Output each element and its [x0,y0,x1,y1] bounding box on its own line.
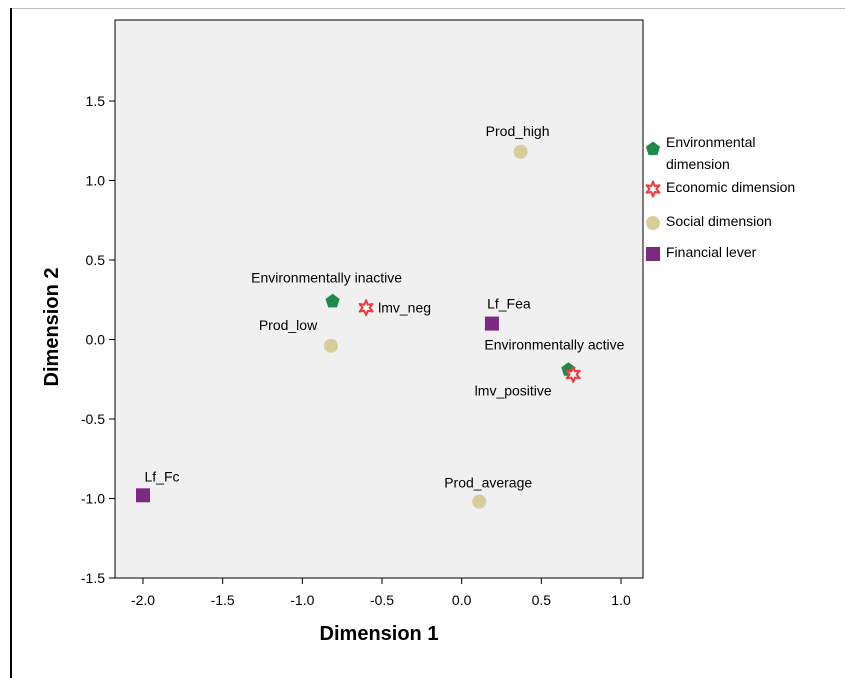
x-tick-label: -2.0 [131,592,155,608]
x-axis: -2.0 -1.5 -1.0 -0.5 0.0 0.5 1.0 [131,578,631,608]
x-tick-label: 1.0 [611,592,631,608]
y-tick-label: 1.0 [86,173,106,189]
point-label: lmv_positive [475,383,552,399]
point-label: Environmentally inactive [251,269,402,285]
x-tick-label: -0.5 [370,592,394,608]
legend-marker [645,141,661,156]
point-label: Prod_average [444,475,532,491]
legend: Environmental dimension Economic dimension… [645,134,795,261]
point-label: Environmentally active [484,337,624,353]
data-points: Environmentally inactive Environmentally … [136,123,625,509]
data-point [324,338,339,353]
y-tick-label: -1.0 [81,491,105,507]
y-tick-label: 1.5 [86,93,106,109]
frame-top-border [10,8,845,9]
x-tick-label: -1.0 [290,592,314,608]
data-point [358,299,374,317]
point-label: Lf_Fea [487,296,531,312]
y-tick-label: -0.5 [81,411,105,427]
x-tick-label: 0.5 [532,592,552,608]
legend-marker [645,180,661,198]
point-label: Prod_low [259,317,318,333]
y-tick-label: 0.0 [86,332,106,348]
data-point [513,144,528,159]
data-point [136,488,150,503]
legend-entry-label: Environmental [666,134,756,150]
y-tick-label: 0.5 [86,252,106,268]
data-point [565,366,581,383]
data-point [472,494,487,509]
plot-area [114,19,644,579]
legend-marker [646,247,660,261]
y-axis: -1.5 -1.0 -0.5 0.0 0.5 1.0 1.5 [81,93,115,586]
data-point [325,293,340,308]
legend-marker [646,216,660,230]
x-tick-label: 0.0 [452,592,472,608]
legend-entry-label: Economic dimension [666,179,795,195]
point-label: Lf_Fc [144,468,179,484]
legend-entry-label: Social dimension [666,213,772,229]
x-tick-label: -1.5 [211,592,235,608]
legend-entry-label: Financial lever [666,244,757,260]
legend-entry-label: dimension [666,156,730,172]
frame-left-border [10,8,12,678]
data-point [484,316,499,331]
point-label: Prod_high [486,123,550,139]
point-label: lmv_neg [378,300,431,316]
x-axis-title: Dimension 1 [320,623,439,645]
y-tick-label: -1.5 [81,570,105,586]
y-axis-title: Dimension 2 [41,268,63,387]
